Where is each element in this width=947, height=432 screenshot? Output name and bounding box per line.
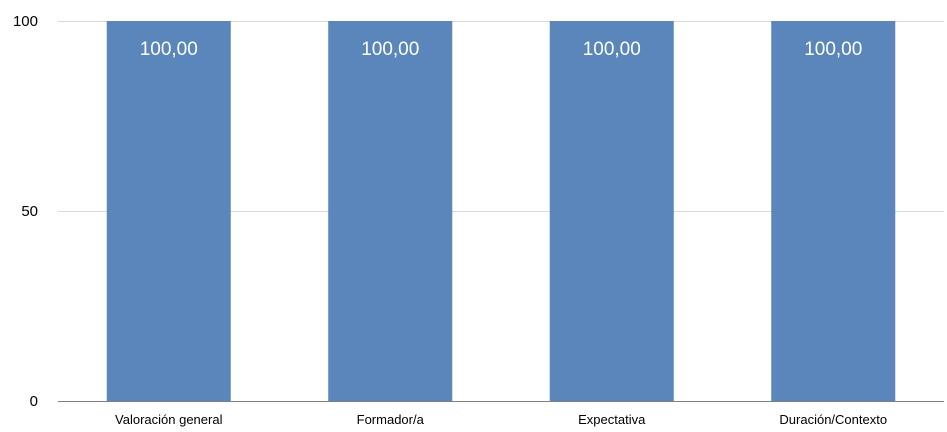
- x-category-label: Duración/Contexto: [779, 412, 887, 427]
- bar-0: [106, 21, 231, 401]
- bar-3: [771, 21, 896, 401]
- bar-2: [549, 21, 674, 401]
- data-label: 100,00: [583, 39, 641, 60]
- y-tick-label: 100: [13, 13, 38, 30]
- x-category-label: Valoración general: [115, 412, 223, 427]
- data-label: 100,00: [804, 39, 862, 60]
- data-label: 100,00: [361, 39, 419, 60]
- x-category-label: Formador/a: [357, 412, 425, 427]
- bar-1: [328, 21, 453, 401]
- data-label: 100,00: [140, 39, 198, 60]
- y-tick-label: 50: [21, 203, 38, 220]
- x-category-label: Expectativa: [578, 412, 646, 427]
- y-tick-label: 0: [30, 393, 38, 410]
- labels: 0 50 100 100,00 Valoración general 100,00 Form…: [13, 13, 887, 427]
- bars: [106, 21, 896, 401]
